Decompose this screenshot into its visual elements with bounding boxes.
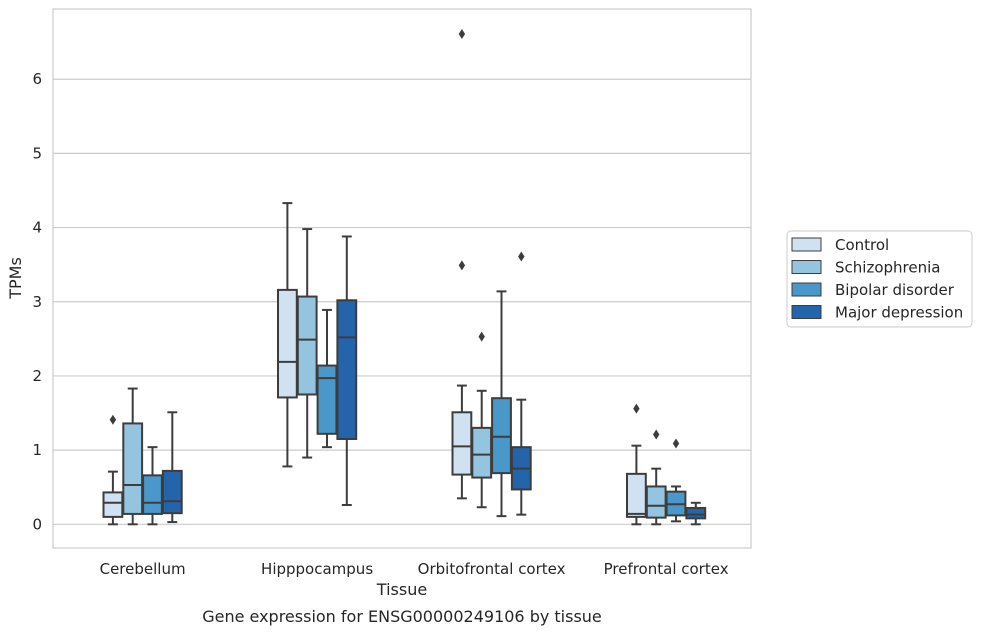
box-body xyxy=(277,288,298,399)
box-body xyxy=(471,426,493,479)
legend-swatch xyxy=(791,305,822,319)
box-series xyxy=(102,28,707,526)
box-body xyxy=(142,474,163,515)
legend: Control Schizophrenia Bipolar disorder Majo… xyxy=(786,230,973,328)
legend-entry-label: Major depression xyxy=(835,304,963,322)
x-tick-label: Hipppocampus xyxy=(261,560,373,578)
legend-entry-label: Control xyxy=(835,236,889,254)
outlier-point xyxy=(518,251,525,262)
plot-frame xyxy=(52,8,752,549)
box-body xyxy=(451,411,473,476)
y-tick-label: 1 xyxy=(32,441,42,459)
box-body xyxy=(102,491,124,518)
box-body xyxy=(296,295,318,396)
box-body xyxy=(336,299,358,440)
legend-swatch xyxy=(791,237,822,252)
y-tick-label: 4 xyxy=(32,219,42,237)
outlier-point xyxy=(633,403,640,414)
y-tick-label: 3 xyxy=(32,293,42,311)
outlier-point xyxy=(109,414,117,425)
box-body xyxy=(122,422,144,515)
box-body xyxy=(685,506,707,520)
legend-swatch xyxy=(791,282,822,297)
box-body xyxy=(626,472,647,518)
x-tick-labels: Cerebellum Hipppocampus Orbitofrontal cort… xyxy=(100,560,729,578)
x-tick-label: Prefrontal cortex xyxy=(604,560,729,578)
y-tick-label: 2 xyxy=(32,367,42,385)
box-body xyxy=(491,397,512,475)
plot-area xyxy=(53,9,751,548)
y-tick-labels: 0 1 2 3 4 5 6 xyxy=(32,70,42,533)
legend-entry-label: Schizophrenia xyxy=(835,259,940,277)
y-tick-label: 6 xyxy=(32,70,42,88)
x-tick-label: Orbitofrontal cortex xyxy=(418,560,566,578)
chart-caption: Gene expression for ENSG00000249106 by t… xyxy=(202,607,602,626)
outlier-point xyxy=(672,438,680,449)
box-body xyxy=(645,485,667,519)
y-tick-label: 5 xyxy=(32,144,42,162)
outlier-point xyxy=(478,331,485,342)
y-axis-label: TPMs xyxy=(6,257,25,300)
gridlines xyxy=(53,78,751,525)
x-axis-label: Tissue xyxy=(376,580,427,599)
legend-entry-label: Bipolar disorder xyxy=(835,281,955,299)
box-body xyxy=(316,364,338,435)
y-tick-label: 0 xyxy=(32,515,42,533)
x-tick-label: Cerebellum xyxy=(100,560,186,578)
legend-swatch xyxy=(791,260,822,274)
outlier-point xyxy=(458,28,466,39)
box-body xyxy=(161,469,183,515)
outlier-point xyxy=(458,260,466,271)
outlier-point xyxy=(653,429,660,440)
legend-frame xyxy=(786,230,973,328)
